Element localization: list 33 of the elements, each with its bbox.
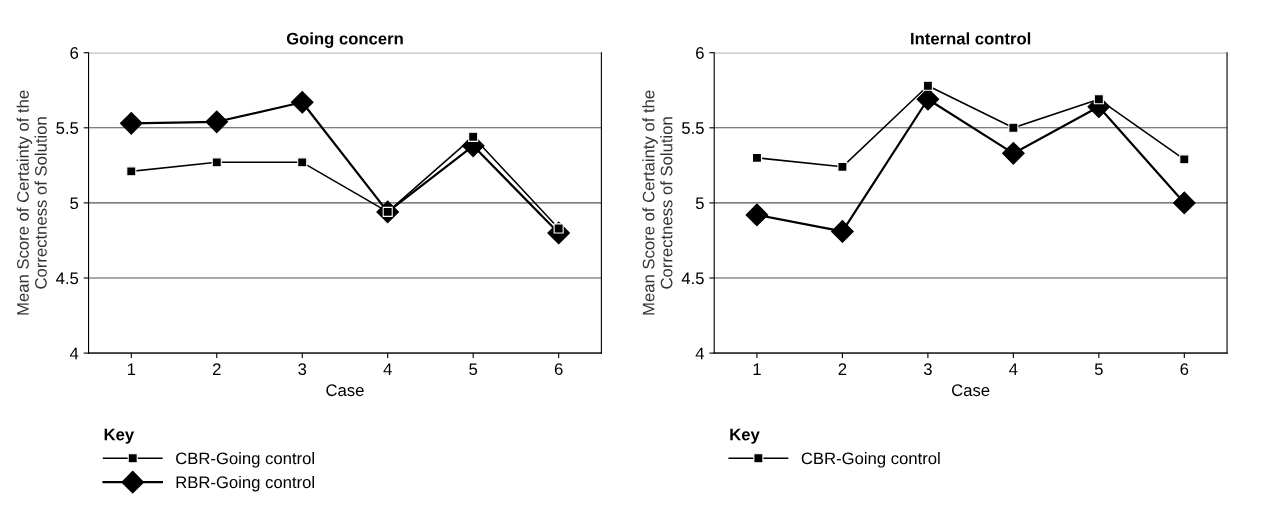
x-tick-label: 1 <box>753 363 761 375</box>
y-tick-label: 4.5 <box>56 272 79 285</box>
x-tick-label: 2 <box>212 363 221 375</box>
y-tick-label: 5 <box>70 197 79 210</box>
y-tick-label: 5.5 <box>56 122 79 134</box>
chart-title: Going concern <box>286 32 403 48</box>
chart-title: Internal control <box>911 32 1031 45</box>
legend-label: CBR-Going control <box>801 452 940 468</box>
y-tick-label: 4 <box>69 347 79 360</box>
x-tick-label: 3 <box>298 363 307 376</box>
y-tick-label: 5.5 <box>681 122 704 134</box>
x-tick-label: 5 <box>1094 363 1103 376</box>
y-tick-label: 6 <box>70 47 79 59</box>
x-axis-title: Case <box>326 384 364 397</box>
x-tick-label: 6 <box>1180 363 1189 376</box>
y-tick-label: 5 <box>695 197 704 210</box>
x-tick-label: 4 <box>383 363 392 375</box>
y-tick-label: 4.5 <box>681 272 704 285</box>
y-axis-title: Mean Score of Certainty of the Correctness of Solution <box>16 90 47 315</box>
legend-label: CBR-Going control <box>176 452 314 468</box>
x-tick-label: 3 <box>923 363 932 376</box>
y-tick-label: 4 <box>695 347 704 360</box>
y-tick-label: 6 <box>696 47 704 59</box>
x-tick-label: 6 <box>554 363 563 376</box>
x-tick-label: 1 <box>127 363 136 375</box>
x-tick-label: 5 <box>469 363 478 376</box>
x-axis-title: Case <box>952 384 990 397</box>
x-tick-label: 4 <box>1009 363 1018 375</box>
legend-title: Key <box>730 428 760 444</box>
legend-label: RBR-Going control <box>176 475 314 492</box>
legend-title: Key <box>104 428 135 444</box>
x-tick-label: 2 <box>838 363 847 375</box>
y-axis-title: Mean Score of Certainty of the Correctness of Solution <box>642 90 673 315</box>
